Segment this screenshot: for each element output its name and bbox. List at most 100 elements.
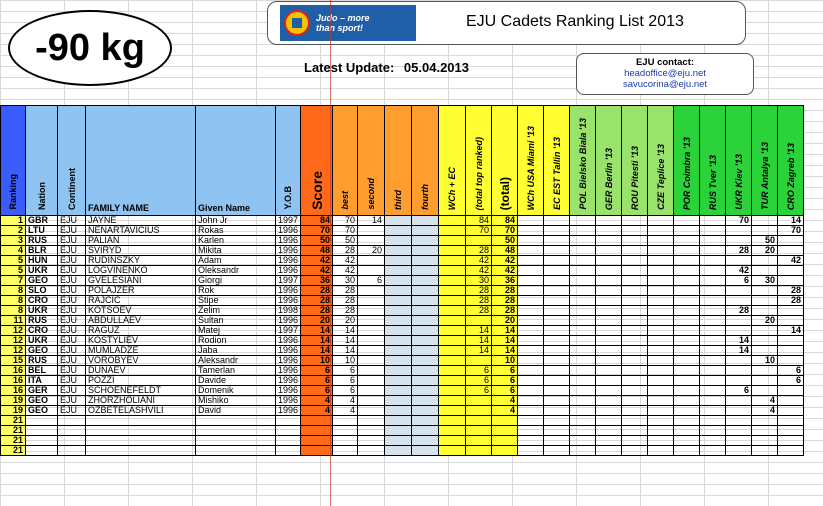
cell-event-8 <box>699 445 727 456</box>
cell-third <box>384 345 413 356</box>
cell-cont: EJU <box>57 385 86 396</box>
cell-event-8 <box>699 345 727 356</box>
cell-event-4 <box>595 375 623 386</box>
cell-score: 42 <box>300 255 334 266</box>
cell-total: 50 <box>491 235 519 246</box>
cell-event-11 <box>777 335 805 346</box>
cell-score <box>300 425 334 436</box>
cell-total: 28 <box>491 305 519 316</box>
cell-event-11: 42 <box>777 255 805 266</box>
cell-event-10 <box>751 375 779 386</box>
cell-event-1 <box>517 305 545 316</box>
cell-total: 6 <box>491 365 519 376</box>
cell-score: 48 <box>300 245 334 256</box>
cell-third <box>384 235 413 246</box>
cell-event-2 <box>543 365 571 376</box>
cell-event-5 <box>621 355 649 366</box>
cell-event-7 <box>673 305 701 316</box>
cell-score: 84 <box>300 215 334 226</box>
cell-second <box>357 235 386 246</box>
cell-event-5 <box>621 235 649 246</box>
cell-cont: EJU <box>57 275 86 286</box>
cell-third <box>384 415 413 426</box>
cell-second <box>357 395 386 406</box>
cell-wch <box>438 245 467 256</box>
cell-ttop <box>465 315 493 326</box>
cell-yob: 1996 <box>274 365 302 376</box>
cell-event-8 <box>699 315 727 326</box>
cell-given: Rodion <box>195 335 276 346</box>
cell-yob: 1996 <box>274 375 302 386</box>
cell-family: PALIAN <box>85 235 196 246</box>
cell-ttop <box>465 415 493 426</box>
cell-family: ZHORZHOLIANI <box>85 395 196 406</box>
cell-event-11: 14 <box>777 325 805 336</box>
cell-yob: 1996 <box>274 355 302 366</box>
cell-event-5 <box>621 265 649 276</box>
cell-ttop: 28 <box>465 245 493 256</box>
cell-family: KOSTYLIEV <box>85 335 196 346</box>
cell-given <box>195 445 276 456</box>
cell-cont: EJU <box>57 315 86 326</box>
cell-fourth <box>411 305 440 316</box>
cell-fourth <box>411 285 440 296</box>
cell-yob: 1996 <box>274 245 302 256</box>
cell-rank: 8 <box>0 305 26 316</box>
cell-event-6 <box>647 265 675 276</box>
cell-event-6 <box>647 315 675 326</box>
cell-event-9 <box>725 395 753 406</box>
cell-event-1 <box>517 435 545 446</box>
cell-best: 42 <box>332 265 359 276</box>
contact-email-2[interactable]: savucorina@eju.net <box>622 79 708 90</box>
cell-event-9 <box>725 415 753 426</box>
cell-event-3 <box>569 395 597 406</box>
cell-second <box>357 305 386 316</box>
cell-score: 10 <box>300 355 334 366</box>
cell-ttop: 70 <box>465 225 493 236</box>
cell-event-4 <box>595 435 623 446</box>
cell-given: Domenik <box>195 385 276 396</box>
cell-event-9 <box>725 225 753 236</box>
cell-family: GVELESIANI <box>85 275 196 286</box>
cell-event-10 <box>751 285 779 296</box>
cell-total: 10 <box>491 355 519 366</box>
page-title: EJU Cadets Ranking List 2013 <box>466 13 684 30</box>
cell-event-6 <box>647 215 675 226</box>
cell-event-4 <box>595 275 623 286</box>
cell-second <box>357 265 386 276</box>
cell-event-5 <box>621 275 649 286</box>
cell-best: 20 <box>332 315 359 326</box>
cell-event-7 <box>673 285 701 296</box>
cell-score: 14 <box>300 345 334 356</box>
cell-wch <box>438 255 467 266</box>
cell-fourth <box>411 415 440 426</box>
header-event-4: GER Berlin '13 <box>595 105 623 216</box>
cell-ttop <box>465 425 493 436</box>
cell-rank: 16 <box>0 385 26 396</box>
cell-rank: 16 <box>0 365 26 376</box>
cell-given: Sultan <box>195 315 276 326</box>
cell-event-3 <box>569 235 597 246</box>
cell-wch <box>438 395 467 406</box>
cell-event-5 <box>621 215 649 226</box>
cell-event-10 <box>751 305 779 316</box>
cell-event-9 <box>725 355 753 366</box>
contact-email-1[interactable]: headoffice@eju.net <box>624 68 706 79</box>
cell-cont: EJU <box>57 395 86 406</box>
cell-event-1 <box>517 225 545 236</box>
cell-family: OZBETELASHVILI <box>85 405 196 416</box>
cell-score: 70 <box>300 225 334 236</box>
cell-yob: 1996 <box>274 335 302 346</box>
cell-total: 4 <box>491 405 519 416</box>
cell-second <box>357 445 386 456</box>
cell-ttop: 84 <box>465 215 493 226</box>
cell-event-7 <box>673 255 701 266</box>
cell-yob: 1996 <box>274 225 302 236</box>
cell-given: Aleksandr <box>195 355 276 366</box>
header-wch-ec: WCh + EC <box>438 105 467 216</box>
cell-event-8 <box>699 225 727 236</box>
header-continent: Continent <box>57 105 86 216</box>
cell-fourth <box>411 245 440 256</box>
cell-event-8 <box>699 255 727 266</box>
cell-wch <box>438 225 467 236</box>
